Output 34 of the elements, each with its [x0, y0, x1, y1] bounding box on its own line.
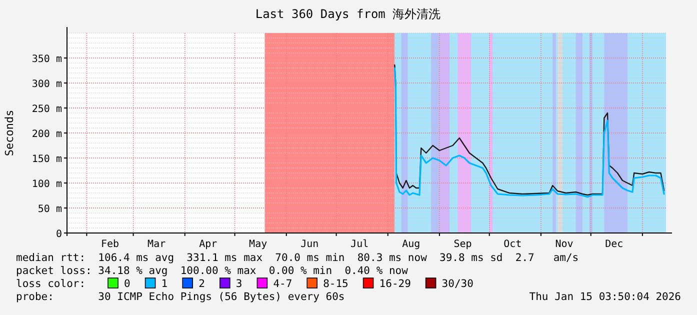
x-tick-label: May: [249, 239, 268, 250]
legend-label: 2: [198, 278, 205, 290]
x-tick-label: Jul: [350, 239, 369, 250]
y-tick-label: 200 m: [32, 129, 62, 140]
x-tick-label: Aug: [402, 239, 420, 250]
legend-label: 30/30: [442, 278, 474, 290]
x-tick-label: Jun: [300, 239, 319, 250]
text: median rtt: 106.4 ms avg 331.1 ms max 70.0 ms min 80.3 ms now 39.8 ms sd 2.7 am/s: [16, 252, 579, 264]
legend-label: 4-7: [273, 278, 292, 290]
x-tick-label: Dec: [605, 239, 624, 250]
y-tick-label: 50 m: [38, 204, 62, 215]
y-tick-label: 300 m: [32, 79, 62, 90]
y-tick-label: 250 m: [32, 104, 62, 115]
y-tick-label: 150 m: [32, 154, 62, 165]
legend-label: 1: [161, 278, 168, 290]
x-tick-label: Oct: [504, 239, 522, 250]
y-axis-title: Seconds: [3, 110, 16, 156]
legend-title: loss color:: [16, 278, 86, 290]
y-tick-label: 0: [56, 229, 62, 240]
y-tick-label: 100 m: [32, 179, 62, 190]
legend-label: 8-15: [323, 278, 348, 290]
chart-title: Last 360 Days from 海外清洗: [255, 7, 441, 21]
x-tick-label: Apr: [199, 239, 218, 250]
y-tick-label: 350 m: [32, 54, 62, 65]
x-tick-label: Feb: [100, 239, 120, 250]
x-tick-label: Sep: [454, 239, 472, 250]
text: probe: 30 ICMP Echo Pings (56 Bytes) every 60s: [16, 291, 345, 303]
legend-label: 0: [124, 278, 130, 290]
legend-label: 3: [236, 278, 242, 290]
text: packet loss: 34.18 % avg 100.00 % max 0.00 % min 0.40 % now: [16, 265, 409, 277]
x-tick-label: Nov: [555, 239, 574, 250]
x-tick-label: Mar: [148, 239, 166, 250]
text: Thu Jan 15 03:50:04 2026: [529, 291, 681, 303]
legend-label: 16-29: [379, 278, 411, 290]
